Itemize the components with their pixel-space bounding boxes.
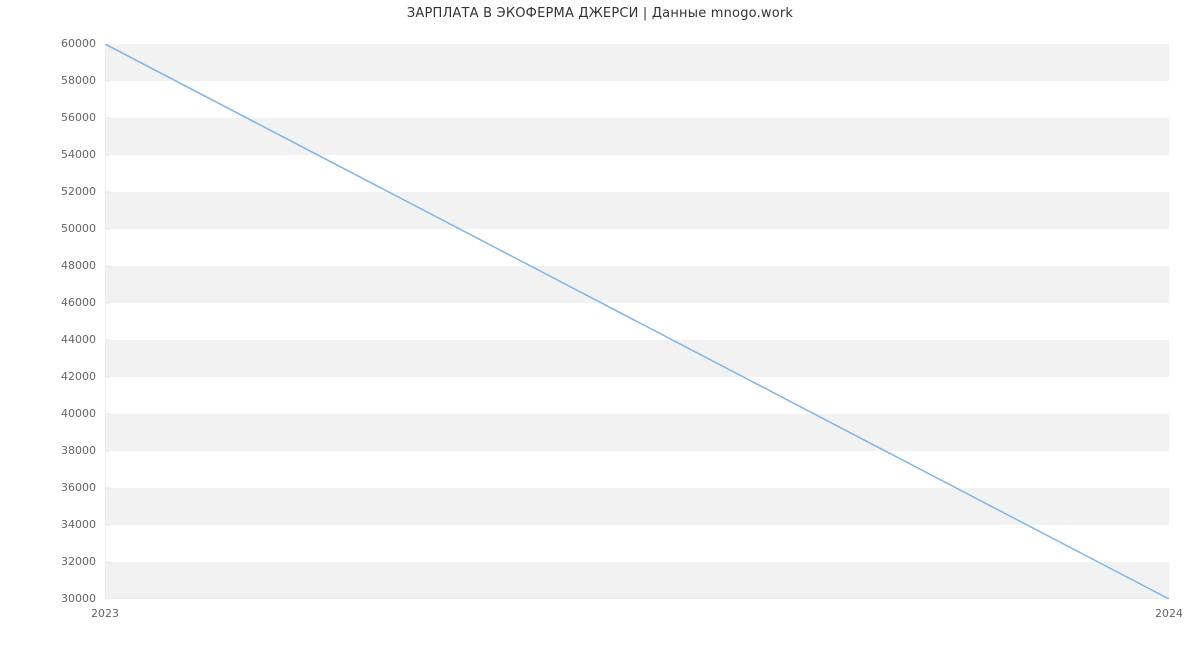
y-tick-label: 46000 (61, 296, 96, 309)
y-tick-label: 42000 (61, 370, 96, 383)
y-tick-label: 30000 (61, 592, 96, 605)
chart-container: ЗАРПЛАТА В ЭКОФЕРМА ДЖЕРСИ | Данные mnog… (0, 0, 1200, 650)
y-tick-label: 58000 (61, 74, 96, 87)
y-tick-label: 54000 (61, 148, 96, 161)
y-tick-label: 48000 (61, 259, 96, 272)
y-tick-label: 52000 (61, 185, 96, 198)
y-tick-label: 32000 (61, 555, 96, 568)
chart-title: ЗАРПЛАТА В ЭКОФЕРМА ДЖЕРСИ | Данные mnog… (0, 6, 1200, 21)
plot-area (105, 44, 1169, 599)
y-tick-label: 56000 (61, 111, 96, 124)
y-tick-label: 44000 (61, 333, 96, 346)
x-tick-label: 2023 (91, 607, 119, 620)
y-tick-label: 38000 (61, 444, 96, 457)
y-tick-label: 34000 (61, 518, 96, 531)
y-tick-label: 60000 (61, 37, 96, 50)
y-tick-label: 50000 (61, 222, 96, 235)
y-tick-label: 36000 (61, 481, 96, 494)
x-tick-label: 2024 (1155, 607, 1183, 620)
y-tick-label: 40000 (61, 407, 96, 420)
